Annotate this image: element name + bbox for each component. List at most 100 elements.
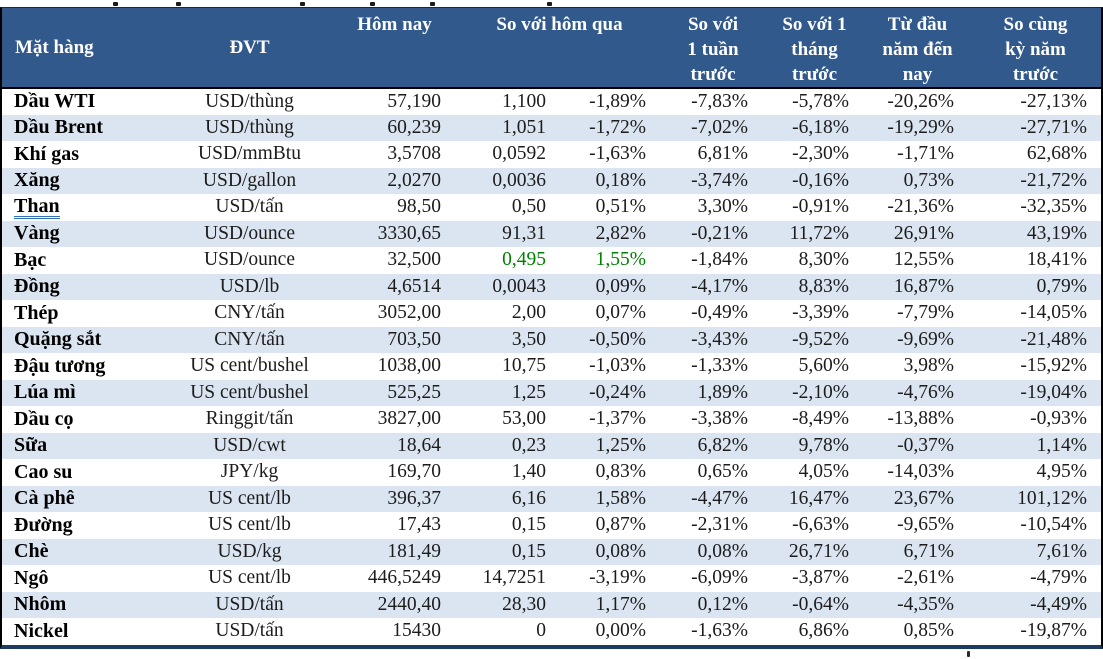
price-today: 60,239 bbox=[387, 116, 441, 138]
cropped-text-fragment bbox=[300, 2, 305, 6]
pct-vs-yesterday: 0,83% bbox=[595, 461, 646, 483]
header-so-voi-1-thang: So với 1 tháng trước bbox=[764, 8, 865, 89]
pct-yoy: 43,19% bbox=[1026, 222, 1087, 244]
pct-vs-1-week: -4,47% bbox=[691, 487, 748, 509]
pct-yoy: 0,79% bbox=[1036, 275, 1087, 297]
pct-vs-1-week: -7,83% bbox=[691, 90, 748, 112]
commodity-unit: USD/ounce bbox=[204, 249, 295, 271]
pct-vs-1-month: -6,63% bbox=[792, 514, 849, 536]
pct-vs-1-week: 1,89% bbox=[697, 381, 748, 403]
pct-vs-yesterday: 1,25% bbox=[595, 434, 646, 456]
pct-ytd: -4,76% bbox=[897, 381, 954, 403]
change-vs-yesterday: 0,0036 bbox=[492, 169, 546, 191]
pct-vs-yesterday: -1,63% bbox=[589, 143, 646, 165]
pct-yoy: -0,93% bbox=[1030, 408, 1087, 430]
pct-vs-1-week: -1,84% bbox=[691, 249, 748, 271]
pct-ytd: 12,55% bbox=[893, 249, 954, 271]
pct-yoy: -27,13% bbox=[1020, 90, 1087, 112]
pct-vs-1-week: -3,43% bbox=[691, 328, 748, 350]
commodity-unit: USD/kg bbox=[217, 540, 282, 562]
pct-ytd: 6,71% bbox=[903, 540, 954, 562]
change-vs-yesterday: 6,16 bbox=[511, 487, 546, 509]
commodity-name: Cao su bbox=[14, 460, 73, 483]
price-today: 446,5249 bbox=[367, 567, 441, 589]
cropped-text-fragment bbox=[547, 2, 552, 6]
table-row: Đậu tương US cent/bushel 1038,00 10,75 -1,03… bbox=[2, 353, 1101, 380]
pct-ytd: -4,35% bbox=[897, 593, 954, 615]
change-vs-yesterday: 0 bbox=[536, 620, 546, 642]
price-today: 525,25 bbox=[387, 381, 441, 403]
pct-vs-yesterday: -1,89% bbox=[589, 90, 646, 112]
pct-vs-1-month: -0,91% bbox=[792, 196, 849, 218]
cropped-text-fragment bbox=[113, 2, 118, 6]
pct-vs-1-week: -3,38% bbox=[691, 408, 748, 430]
pct-vs-yesterday: 1,58% bbox=[595, 487, 646, 509]
table-row: Khí gas USD/mmBtu 3,5708 0,0592 -1,63% 6,81% -… bbox=[2, 141, 1101, 168]
commodity-unit: USD/tấn bbox=[215, 196, 284, 218]
price-today: 703,50 bbox=[387, 328, 441, 350]
change-vs-yesterday: 1,100 bbox=[502, 90, 546, 112]
pct-vs-1-week: -1,63% bbox=[691, 620, 748, 642]
pct-yoy: 4,95% bbox=[1036, 461, 1087, 483]
change-vs-yesterday: 91,31 bbox=[502, 222, 546, 244]
change-vs-yesterday: 1,40 bbox=[511, 461, 546, 483]
table-row: Nhôm USD/tấn 2440,40 28,30 1,17% 0,12% -0,64% -… bbox=[2, 591, 1101, 618]
pct-vs-yesterday: -1,03% bbox=[589, 355, 646, 377]
pct-vs-yesterday: 2,82% bbox=[595, 222, 646, 244]
pct-vs-1-week: -0,49% bbox=[691, 302, 748, 324]
pct-vs-1-month: 8,30% bbox=[798, 249, 849, 271]
change-vs-yesterday: 0,495 bbox=[502, 249, 546, 271]
pct-ytd: 3,98% bbox=[903, 355, 954, 377]
commodity-name: Nhôm bbox=[14, 593, 67, 616]
pct-vs-yesterday: 0,08% bbox=[595, 540, 646, 562]
pct-ytd: -9,65% bbox=[897, 514, 954, 536]
pct-yoy: -27,71% bbox=[1020, 116, 1087, 138]
change-vs-yesterday: 14,7251 bbox=[482, 567, 546, 589]
header-hom-nay: Hôm nay bbox=[332, 8, 457, 89]
commodity-name[interactable]: Than bbox=[2, 194, 167, 221]
header-mat-hang: Mặt hàng bbox=[2, 8, 167, 89]
cropped-text-fragment bbox=[370, 2, 375, 6]
pct-vs-yesterday: 0,51% bbox=[595, 196, 646, 218]
commodity-link[interactable]: Than bbox=[14, 195, 60, 220]
pct-vs-1-month: -0,64% bbox=[792, 593, 849, 615]
pct-vs-1-week: -4,17% bbox=[691, 275, 748, 297]
pct-vs-yesterday: 0,07% bbox=[595, 302, 646, 324]
pct-vs-1-month: -8,49% bbox=[792, 408, 849, 430]
pct-vs-1-week: -6,09% bbox=[691, 567, 748, 589]
commodity-name: Đồng bbox=[14, 275, 60, 298]
change-vs-yesterday: 3,50 bbox=[511, 328, 546, 350]
commodity-unit: USD/tấn bbox=[215, 620, 284, 642]
pct-vs-1-week: -1,33% bbox=[691, 355, 748, 377]
pct-vs-1-month: -2,10% bbox=[792, 381, 849, 403]
pct-vs-1-month: 8,83% bbox=[798, 275, 849, 297]
change-vs-yesterday: 0,15 bbox=[511, 514, 546, 536]
commodity-unit: JPY/kg bbox=[220, 461, 279, 483]
table-row: Đường US cent/lb 17,43 0,15 0,87% -2,31% -6,63… bbox=[2, 512, 1101, 539]
commodity-name: Đậu tương bbox=[14, 354, 106, 377]
commodity-price-table: Mặt hàng ĐVT Hôm nay So với hôm qua So v… bbox=[0, 7, 1103, 649]
commodity-name: Dầu WTI bbox=[14, 90, 96, 113]
commodity-unit: USD/ounce bbox=[204, 222, 295, 244]
cropped-text-fragment bbox=[430, 2, 435, 6]
pct-ytd: -2,61% bbox=[897, 567, 954, 589]
table-row: Xăng USD/gallon 2,0270 0,0036 0,18% -3,74% -0,… bbox=[2, 167, 1101, 194]
table-row: Ngô US cent/lb 446,5249 14,7251 -3,19% -6,09%… bbox=[2, 565, 1101, 592]
change-vs-yesterday: 0,15 bbox=[511, 540, 546, 562]
pct-vs-yesterday: 0,00% bbox=[595, 620, 646, 642]
pct-vs-yesterday: 0,18% bbox=[595, 169, 646, 191]
commodity-unit: USD/mmBtu bbox=[198, 143, 301, 165]
pct-vs-1-month: 5,60% bbox=[798, 355, 849, 377]
pct-ytd: -20,26% bbox=[887, 90, 954, 112]
pct-yoy: 1,14% bbox=[1036, 434, 1087, 456]
pct-yoy: -4,49% bbox=[1030, 593, 1087, 615]
pct-vs-1-month: -2,30% bbox=[792, 143, 849, 165]
commodity-unit: USD/cwt bbox=[213, 434, 286, 456]
pct-yoy: -15,92% bbox=[1020, 355, 1087, 377]
pct-vs-yesterday: 1,17% bbox=[595, 593, 646, 615]
commodity-unit: USD/gallon bbox=[202, 169, 297, 191]
commodity-name: Khí gas bbox=[14, 142, 80, 165]
commodity-name: Nickel bbox=[14, 619, 69, 642]
table-body: Dầu WTI USD/thùng 57,190 1,100 -1,89% -7,83% -… bbox=[2, 88, 1101, 645]
price-today: 396,37 bbox=[387, 487, 441, 509]
